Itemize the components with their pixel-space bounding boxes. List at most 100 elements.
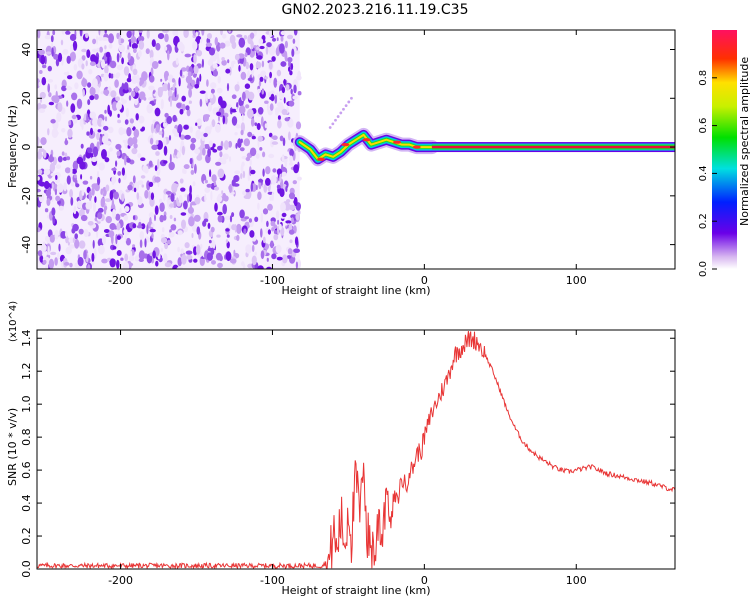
noise-speckle: [51, 47, 54, 57]
spur-point: [336, 115, 340, 118]
noise-speckle: [196, 36, 202, 40]
noise-speckle: [168, 232, 175, 238]
noise-speckle: [281, 108, 288, 116]
noise-speckle: [105, 184, 110, 192]
noise-speckle: [124, 253, 129, 262]
noise-speckle: [45, 51, 52, 55]
noise-speckle: [155, 42, 161, 51]
noise-speckle: [87, 221, 94, 226]
noise-speckle: [210, 82, 217, 89]
noise-speckle: [170, 193, 175, 202]
noise-speckle: [139, 231, 145, 240]
noise-speckle: [217, 56, 220, 66]
noise-speckle: [133, 143, 138, 149]
noise-speckle: [206, 79, 209, 87]
noise-speckle: [187, 194, 190, 203]
noise-speckle: [216, 195, 223, 203]
noise-speckle: [85, 32, 89, 39]
noise-speckle: [244, 52, 248, 57]
noise-speckle: [267, 109, 273, 116]
noise-speckle: [193, 258, 198, 263]
noise-speckle: [144, 189, 149, 199]
noise-speckle: [109, 258, 116, 268]
noise-speckle: [240, 122, 245, 132]
noise-speckle: [204, 187, 211, 194]
noise-speckle: [263, 184, 268, 193]
noise-speckle: [103, 72, 109, 82]
noise-speckle: [189, 126, 193, 133]
noise-speckle: [209, 124, 213, 130]
noise-speckle: [194, 148, 201, 155]
noise-speckle: [138, 40, 145, 50]
noise-speckle: [66, 100, 69, 107]
noise-speckle: [228, 30, 231, 33]
noise-speckle: [71, 114, 77, 120]
noise-speckle: [230, 108, 238, 113]
snr-marks: [37, 330, 675, 569]
snr-panel: -200 -100 0 100 0.0 0.2 0.4 0.6 0.8 1.0 1.2 1.4: [20, 329, 676, 587]
noise-speckle: [96, 47, 100, 52]
noise-speckle: [70, 197, 74, 206]
noise-speckle: [115, 160, 118, 167]
noise-speckle: [118, 36, 121, 46]
noise-speckle: [76, 70, 83, 80]
noise-speckle: [212, 69, 218, 77]
spectrogram-marks: [37, 30, 675, 269]
noise-speckle: [226, 234, 230, 238]
noise-speckle: [224, 40, 231, 47]
noise-speckle: [146, 103, 153, 114]
noise-speckle: [50, 172, 57, 177]
noise-speckle: [119, 207, 122, 214]
noise-speckle: [100, 197, 106, 208]
y-tick-label: -20: [20, 187, 33, 205]
noise-speckle: [199, 73, 202, 82]
x-tick-label: 100: [566, 274, 587, 287]
noise-speckle: [201, 30, 205, 36]
noise-speckle: [149, 75, 155, 83]
noise-speckle: [160, 98, 164, 110]
noise-speckle: [132, 223, 137, 229]
noise-speckle: [108, 43, 113, 49]
noise-speckle: [97, 207, 104, 213]
noise-speckle: [185, 105, 190, 111]
noise-speckle: [57, 252, 60, 260]
noise-speckle: [271, 141, 279, 145]
noise-speckle: [240, 173, 243, 180]
snr-frame: [36, 329, 676, 570]
noise-speckle: [111, 176, 117, 184]
noise-speckle: [280, 30, 286, 36]
noise-speckle: [50, 251, 57, 256]
noise-speckle: [70, 166, 73, 175]
noise-speckle: [268, 61, 273, 70]
noise-speckle: [204, 179, 208, 184]
noise-speckle: [131, 90, 136, 98]
noise-speckle: [203, 132, 208, 138]
noise-speckle: [103, 125, 109, 131]
noise-speckle: [140, 157, 146, 161]
noise-speckle: [220, 30, 223, 36]
noise-speckle: [138, 30, 143, 33]
noise-speckle: [100, 59, 106, 69]
noise-speckle: [106, 150, 111, 158]
noise-speckle: [243, 195, 250, 199]
noise-speckle: [116, 64, 124, 71]
noise-speckle: [157, 158, 160, 169]
noise-speckle: [219, 42, 226, 49]
noise-speckle: [184, 134, 191, 140]
noise-speckle: [48, 258, 55, 269]
noise-speckle: [77, 256, 84, 267]
noise-speckle: [285, 220, 292, 224]
noise-speckle: [226, 83, 230, 92]
noise-speckle: [289, 162, 294, 166]
noise-speckle: [142, 165, 149, 173]
noise-speckle: [120, 257, 124, 261]
noise-speckle: [65, 231, 68, 238]
noise-speckle: [160, 78, 163, 82]
noise-speckle: [194, 197, 201, 205]
noise-speckle: [177, 257, 182, 267]
noise-speckle: [83, 154, 86, 162]
noise-speckle: [103, 89, 110, 96]
noise-speckle: [245, 188, 250, 193]
noise-speckle: [44, 34, 51, 40]
noise-speckle: [40, 54, 46, 65]
